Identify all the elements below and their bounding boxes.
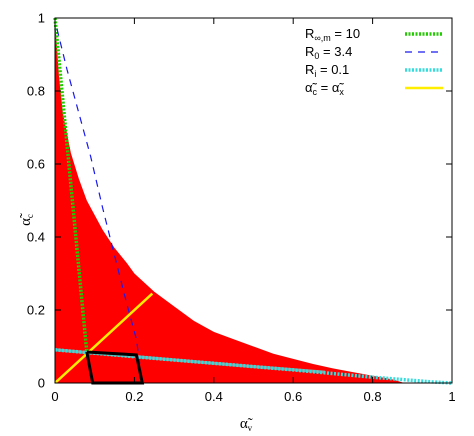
x-tick-label: 0.6	[284, 389, 302, 404]
y-tick-label: 0	[38, 376, 45, 391]
y-tick-label: 0.8	[27, 84, 45, 99]
region-fill	[55, 18, 405, 383]
plot-area	[53, 17, 453, 385]
x-axis-label-sub: v	[248, 423, 253, 433]
y-tick-label: 0.6	[27, 157, 45, 172]
y-tick-label: 1	[38, 11, 45, 26]
x-tick-label: 1	[448, 389, 455, 404]
legend-label-r-inf: R∞,m = 10	[305, 26, 360, 43]
legend-label-alpha: α̃c = α̃x	[305, 80, 344, 97]
legend: R∞,m = 10 R0 = 3.4 Ri = 0.1 α̃c = α̃x	[305, 26, 443, 97]
y-axis-label: α̃c	[18, 213, 35, 226]
series-ri-line	[54, 348, 453, 385]
x-tick-label: 0.4	[205, 389, 223, 404]
x-tick-label: 0.8	[364, 389, 382, 404]
series-r0-line	[56, 28, 143, 384]
legend-label-ri: Ri = 0.1	[305, 62, 349, 79]
x-tick-label: 0.2	[125, 389, 143, 404]
legend-label-r0: R0 = 3.4	[305, 44, 352, 61]
x-tick-label: 0	[51, 389, 58, 404]
plot-frame	[54, 17, 453, 384]
y-tick-label: 0.4	[27, 230, 45, 245]
y-axis-label-sub: c	[25, 214, 35, 218]
series-alpha-line	[54, 292, 154, 384]
x-axis-label: α̃v	[240, 416, 253, 433]
axis-ticks: 0 0.2 0.4 0.6 0.8 1 0 0.2 0.4 0.6 0.8 1	[27, 11, 456, 405]
y-tick-label: 0.2	[27, 303, 45, 318]
